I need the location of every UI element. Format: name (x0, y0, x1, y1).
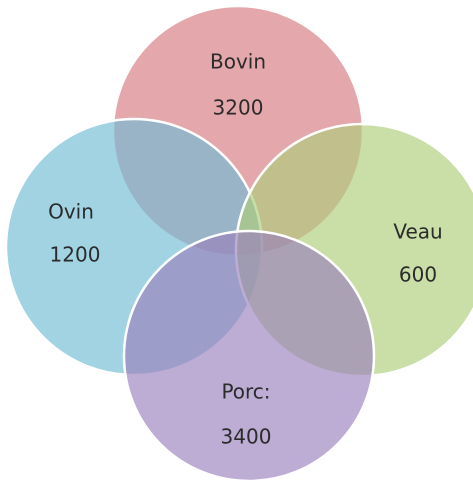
node-label: Veau (393, 220, 442, 244)
node-value: 3200 (213, 96, 264, 120)
node-value: 600 (399, 263, 437, 287)
node-label: Bovin (210, 50, 266, 74)
node-value: 1200 (50, 243, 101, 267)
circle-porc (122, 229, 376, 482)
node-value: 3400 (221, 425, 272, 449)
node-label: Ovin (48, 200, 94, 224)
node-label: Porc: (221, 380, 270, 404)
